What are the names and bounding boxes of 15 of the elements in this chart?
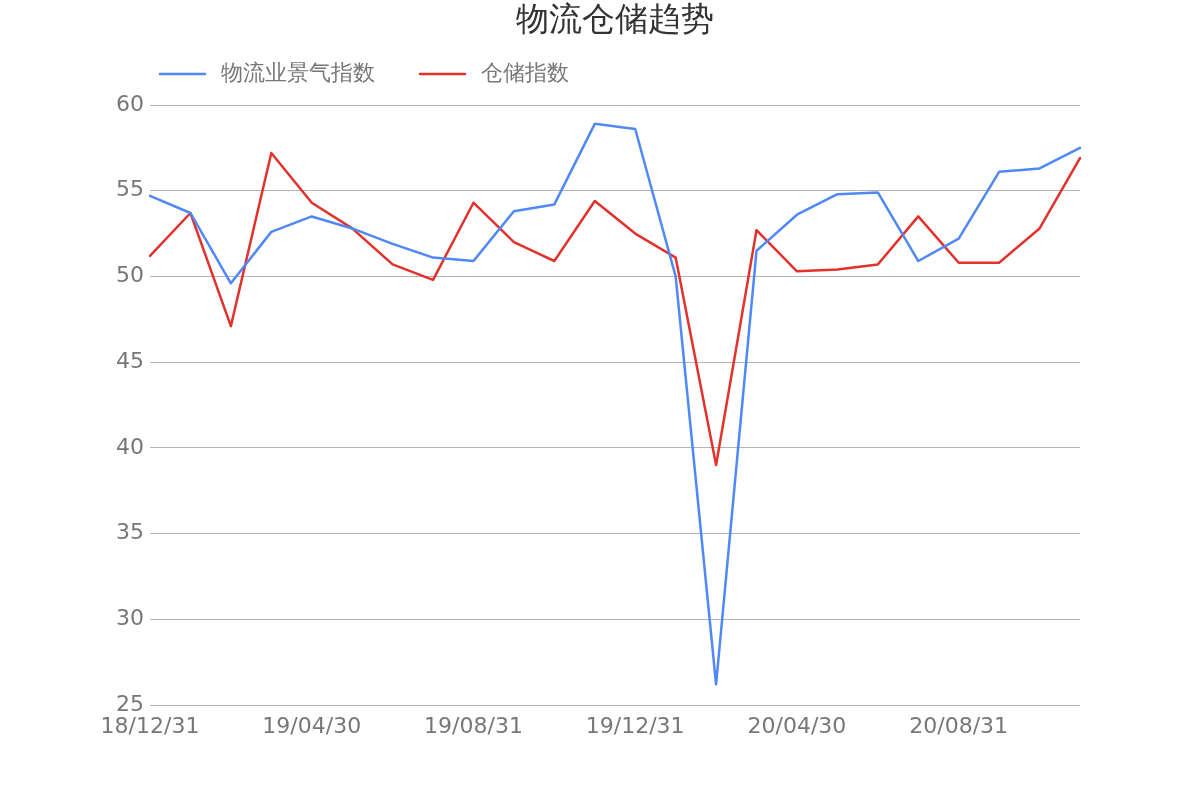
legend-label: 仓储指数 [481, 59, 569, 85]
y-tick-label: 35 [116, 519, 144, 545]
x-tick-label: 20/08/31 [909, 712, 1009, 738]
x-tick-label: 19/08/31 [424, 712, 523, 738]
y-tick-label: 40 [116, 433, 144, 459]
y-tick-label: 55 [116, 176, 144, 202]
legend-label: 物流业景气指数 [221, 59, 375, 85]
y-tick-label: 60 [116, 90, 144, 116]
y-tick-label: 30 [116, 605, 144, 630]
x-tick-label: 19/12/31 [585, 712, 685, 738]
y-tick-label: 45 [116, 347, 144, 373]
x-tick-label: 19/04/30 [262, 712, 362, 738]
x-tick-label: 20/04/30 [747, 712, 847, 738]
chart-title: 物流仓储趋势 [516, 0, 714, 38]
y-tick-label: 50 [116, 262, 144, 288]
